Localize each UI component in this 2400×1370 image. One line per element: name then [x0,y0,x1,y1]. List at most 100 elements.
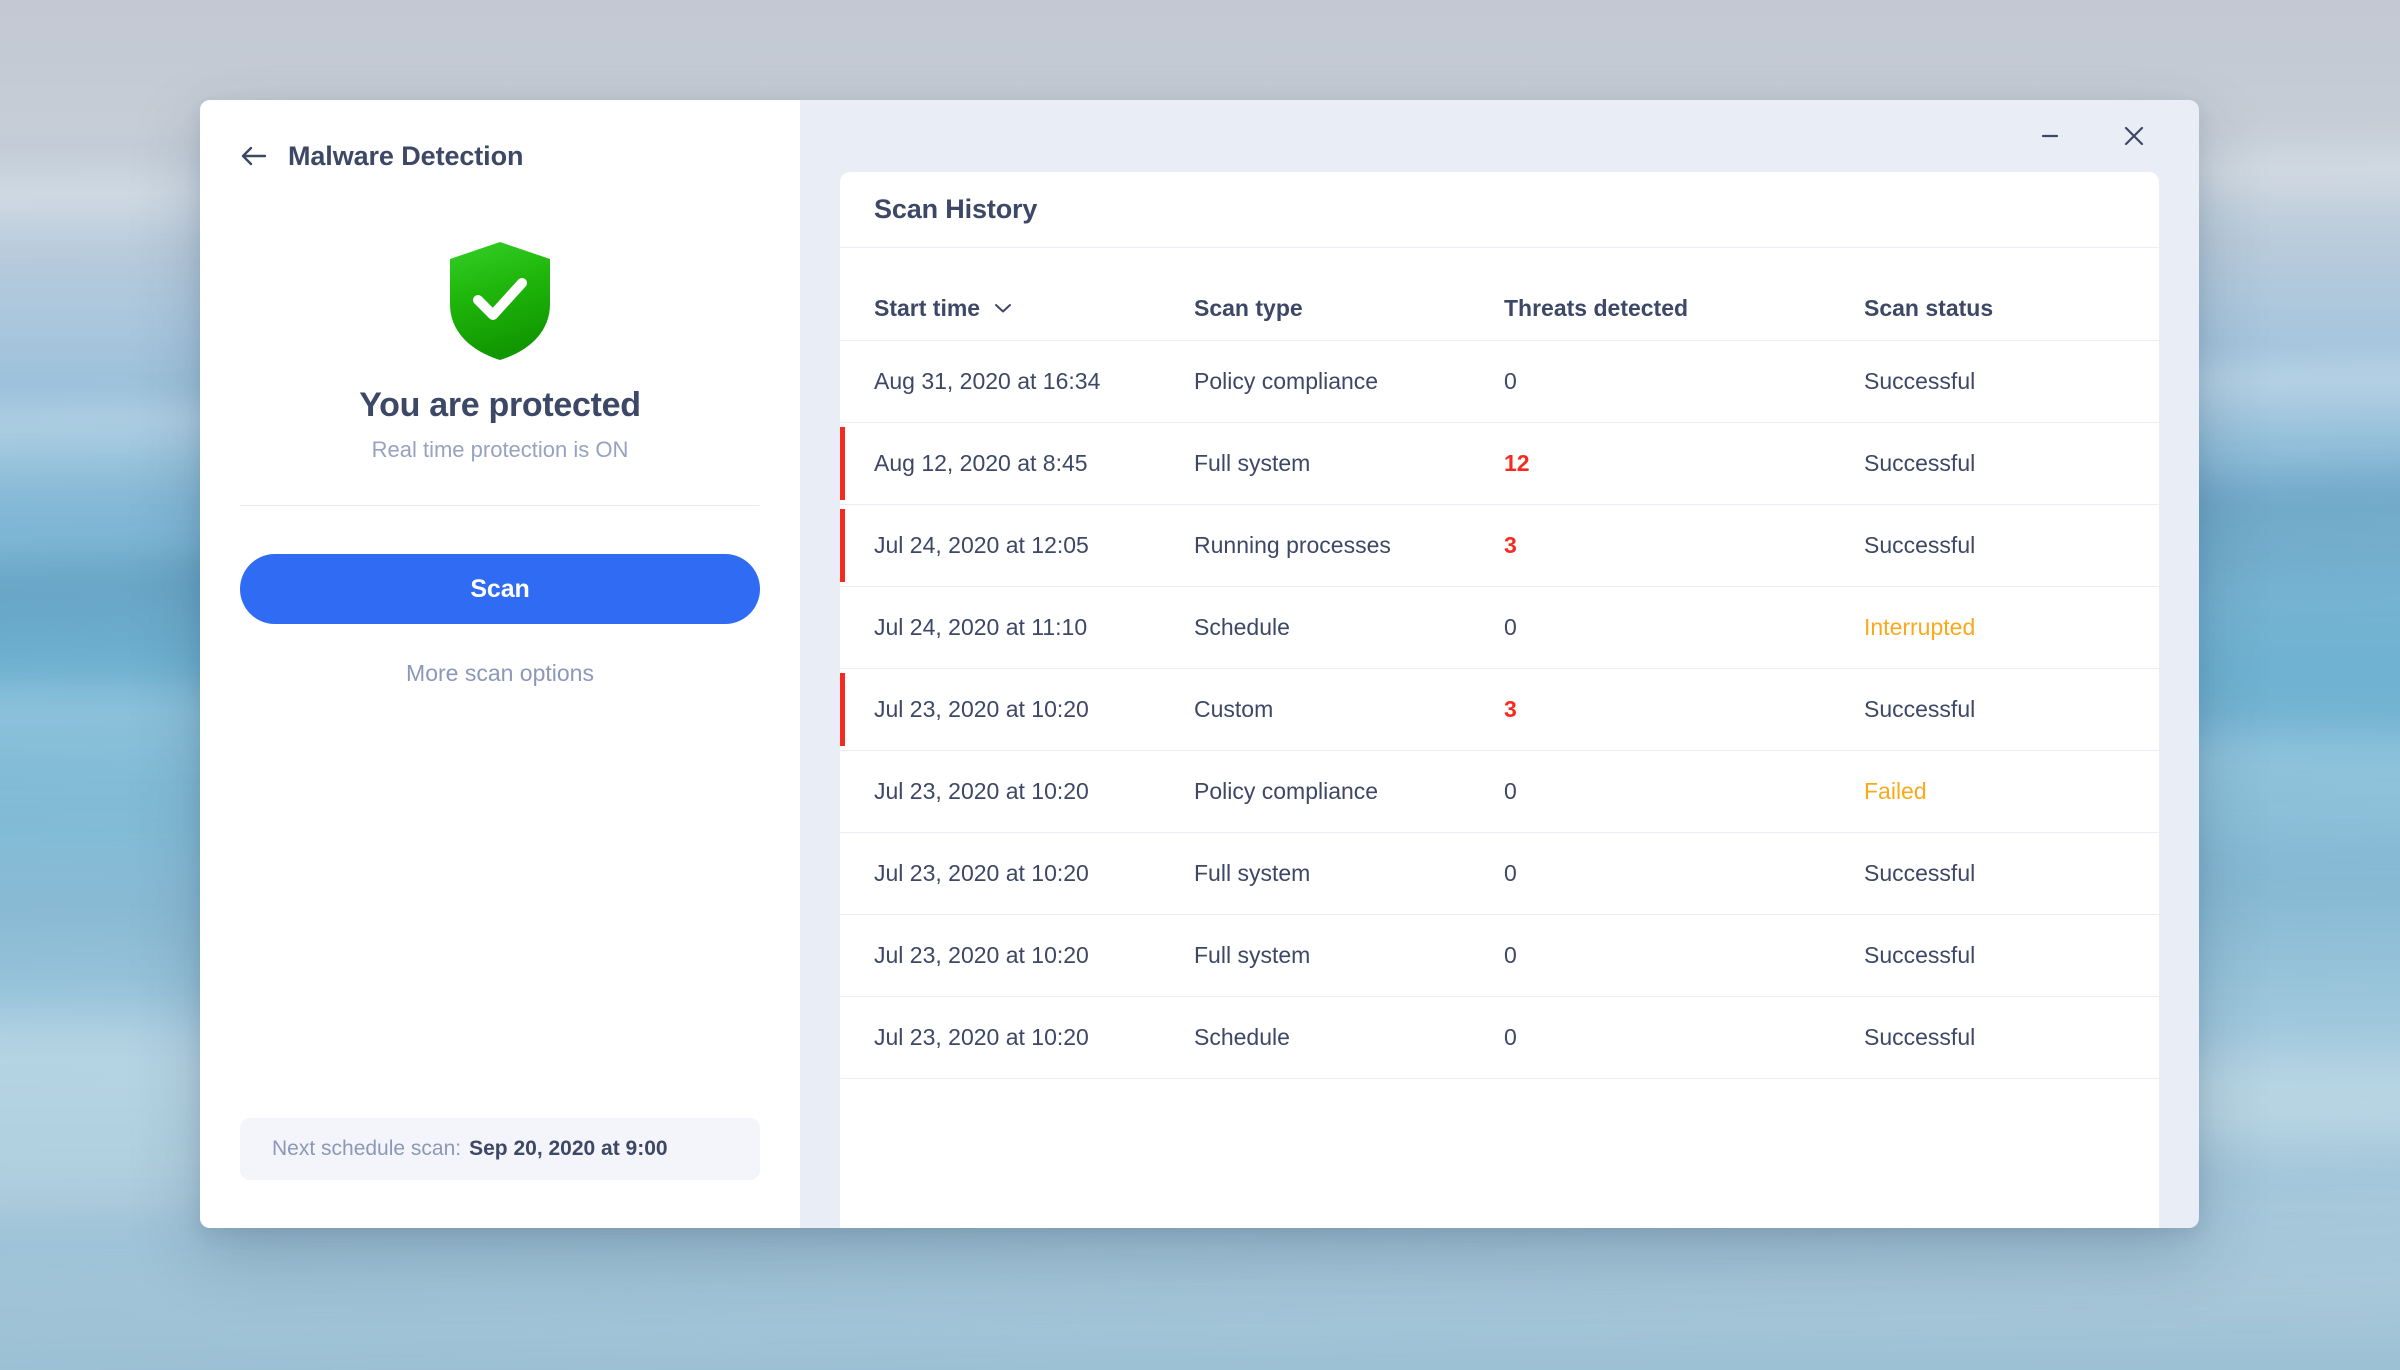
cell-status-value: Failed [1864,777,1927,804]
cell-start-time-value: Jul 23, 2020 at 10:20 [874,1023,1089,1050]
cell-threats: 0 [1470,340,1830,423]
cell-scan-type: Custom [1160,668,1470,751]
column-header-threats-detected[interactable]: Threats detected [1470,248,1830,341]
cell-start-time-value: Jul 24, 2020 at 12:05 [874,531,1089,558]
cell-status-value: Successful [1864,449,1976,476]
column-header-scan-status[interactable]: Scan status [1830,248,2159,341]
panel-spacer [200,687,800,1118]
cell-scan-type-value: Policy compliance [1194,367,1379,394]
cell-start-time: Jul 23, 2020 at 10:20 [840,996,1160,1079]
cell-scan-type: Full system [1160,914,1470,997]
cell-threats-value: 3 [1504,695,1517,722]
cell-status: Successful [1830,914,2159,997]
cell-status: Successful [1830,996,2159,1079]
table-row[interactable]: Aug 31, 2020 at 16:34 Policy compliance 0 S… [840,340,2159,423]
cell-start-time: Jul 24, 2020 at 12:05 [840,504,1160,587]
table-row[interactable]: Jul 23, 2020 at 10:20 Schedule 0 Successful [840,996,2159,1079]
cell-start-time-value: Jul 23, 2020 at 10:20 [874,695,1089,722]
cell-status: Failed [1830,750,2159,833]
cell-start-time: Jul 23, 2020 at 10:20 [840,750,1160,833]
scan-button[interactable]: Scan [240,554,760,624]
table-row[interactable]: Aug 12, 2020 at 8:45 Full system 12 Success… [840,422,2159,505]
cell-threats: 3 [1470,668,1830,751]
close-icon[interactable] [2117,119,2151,153]
cell-start-time: Jul 23, 2020 at 10:20 [840,914,1160,997]
page-title: Malware Detection [288,140,524,171]
cell-start-time: Jul 23, 2020 at 10:20 [840,832,1160,915]
minimize-icon[interactable] [2033,119,2067,153]
window-titlebar [800,100,2199,172]
cell-status: Successful [1830,422,2159,505]
cell-threats: 12 [1470,422,1830,505]
table-row[interactable]: Jul 23, 2020 at 10:20 Custom 3 Successful [840,668,2159,751]
cell-threats-value: 0 [1504,859,1517,886]
table-header-row: Start time Scan type [840,248,2159,341]
column-header-label: Scan type [1194,294,1303,321]
more-scan-options-link[interactable]: More scan options [406,660,594,686]
cell-threats: 0 [1470,832,1830,915]
cell-status-value: Successful [1864,695,1976,722]
scan-history-table-body: Aug 31, 2020 at 16:34 Policy compliance 0 S… [840,340,2159,1079]
cell-status: Successful [1830,668,2159,751]
cell-status: Successful [1830,832,2159,915]
cell-status-value: Successful [1864,941,1976,968]
table-row[interactable]: Jul 23, 2020 at 10:20 Full system 0 Success… [840,832,2159,915]
table-row[interactable]: Jul 23, 2020 at 10:20 Full system 0 Success… [840,914,2159,997]
panel-header: Malware Detection [200,130,800,182]
cell-threats-value: 0 [1504,367,1517,394]
cell-scan-type-value: Schedule [1194,1023,1290,1050]
cell-start-time-value: Aug 31, 2020 at 16:34 [874,367,1101,394]
cell-start-time: Jul 23, 2020 at 10:20 [840,668,1160,751]
cell-scan-type: Schedule [1160,586,1470,669]
column-header-start-time[interactable]: Start time [840,248,1160,341]
next-schedule-scan-value: Sep 20, 2020 at 9:00 [469,1137,668,1160]
column-header-scan-type[interactable]: Scan type [1160,248,1470,341]
panel-divider [240,505,760,506]
cell-threats-value: 0 [1504,613,1517,640]
column-header-label: Threats detected [1504,294,1689,321]
shield-check-icon [450,242,550,360]
table-row[interactable]: Jul 23, 2020 at 10:20 Policy compliance 0 F… [840,750,2159,833]
cell-status-value: Interrupted [1864,613,1976,640]
next-schedule-scan-label: Next schedule scan: [272,1137,462,1160]
chevron-down-icon[interactable] [994,302,1012,314]
table-row[interactable]: Jul 24, 2020 at 11:10 Schedule 0 Interrupte… [840,586,2159,669]
scan-history-card: Scan History Start time [840,172,2159,1228]
cell-scan-type-value: Custom [1194,695,1274,722]
cell-scan-type-value: Full system [1194,859,1311,886]
cell-threats-value: 12 [1504,449,1530,476]
left-panel: Malware Detection You are protected Real… [200,100,800,1228]
column-header-label: Start time [874,294,981,321]
cell-scan-type-value: Full system [1194,941,1311,968]
cell-scan-type-value: Policy compliance [1194,777,1379,804]
table-row[interactable]: Jul 24, 2020 at 12:05 Running processes 3 S… [840,504,2159,587]
scan-history-title: Scan History [874,194,1038,224]
cell-start-time-value: Jul 23, 2020 at 10:20 [874,777,1089,804]
cell-scan-type: Full system [1160,832,1470,915]
cell-start-time: Aug 12, 2020 at 8:45 [840,422,1160,505]
scan-history-table: Start time Scan type [840,248,2159,1079]
cell-scan-type: Schedule [1160,996,1470,1079]
cell-threats: 0 [1470,750,1830,833]
cell-scan-type-value: Running processes [1194,531,1391,558]
cell-threats: 3 [1470,504,1830,587]
cell-scan-type-value: Schedule [1194,613,1290,640]
cell-status: Successful [1830,340,2159,423]
cell-start-time: Jul 24, 2020 at 11:10 [840,586,1160,669]
cell-status-value: Successful [1864,859,1976,886]
right-area: Scan History Start time [800,100,2199,1228]
scan-history-header: Scan History [840,172,2159,248]
cell-scan-type: Policy compliance [1160,750,1470,833]
cell-scan-type-value: Full system [1194,449,1311,476]
cell-status-value: Successful [1864,367,1976,394]
cell-scan-type: Running processes [1160,504,1470,587]
cell-scan-type: Full system [1160,422,1470,505]
back-arrow-icon[interactable] [240,142,268,170]
column-header-label: Scan status [1864,294,1994,321]
cell-status: Interrupted [1830,586,2159,669]
cell-threats-value: 0 [1504,777,1517,804]
cell-start-time-value: Jul 23, 2020 at 10:20 [874,941,1089,968]
cell-threats-value: 3 [1504,531,1517,558]
cell-threats-value: 0 [1504,1023,1517,1050]
app-window: Malware Detection You are protected Real… [200,100,2199,1228]
